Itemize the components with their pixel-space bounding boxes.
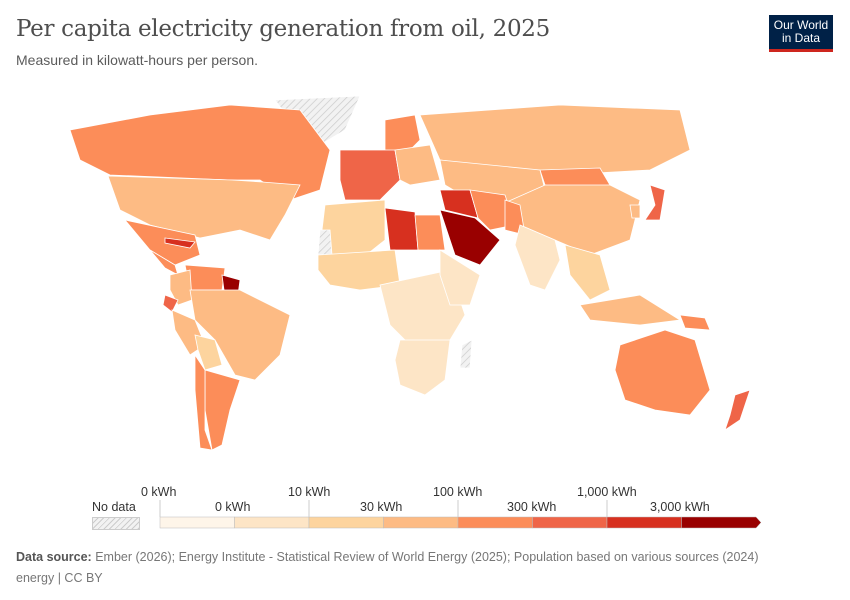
country-australia[interactable] [614,329,711,416]
legend-no-data-label: No data [92,500,136,514]
country-papua-new-guinea[interactable] [679,314,711,331]
country-western-sahara[interactable] [317,229,333,256]
legend-lower-label: 30 kWh [360,500,403,514]
country-argentina[interactable] [204,369,241,451]
legend-bin-7[interactable] [681,516,762,529]
country-india[interactable] [514,224,561,291]
legend-lower-label: 3,000 kWh [650,500,710,514]
country-west-africa[interactable] [317,249,401,291]
chart-subtitle: Measured in kilowatt-hours per person. [16,52,259,68]
country-southeast-asia[interactable] [564,244,611,301]
legend-bin-5[interactable] [532,516,608,529]
legend-upper-label: 10 kWh [288,485,331,499]
country-canada[interactable] [69,104,331,201]
country-korea[interactable] [629,204,641,219]
country-iran[interactable] [469,189,516,231]
country-southern-africa[interactable] [394,339,451,396]
country-east-africa[interactable] [439,249,481,306]
legend-lower-label: 300 kWh [507,500,557,514]
country-cuba[interactable] [164,237,196,249]
country-madagascar[interactable] [459,339,473,369]
country-usa[interactable] [107,175,301,241]
legend-bin-6[interactable] [606,516,682,529]
country-japan[interactable] [644,184,666,221]
legend-color-bar [159,500,762,529]
country-brazil[interactable] [189,289,291,381]
legend: No data 0 kWh 10 kWh 100 kWh 1,000 kWh 0… [0,480,850,530]
legend-bin-0[interactable] [159,516,235,529]
country-eastern-europe[interactable] [394,144,441,186]
country-mexico[interactable] [123,219,201,266]
source-label: Data source: Ember (2026); Energy Instit… [16,550,759,564]
country-indonesia[interactable] [579,294,682,326]
legend-bin-1[interactable] [234,516,310,529]
country-western-europe[interactable] [339,149,401,201]
chart-title: Per capita electricity generation from o… [16,16,550,42]
country-chile[interactable] [194,353,213,451]
owid-logo[interactable]: Our World in Data [769,15,833,52]
country-bolivia[interactable] [194,334,223,371]
license-text: energy | CC BY [16,571,103,585]
country-egypt[interactable] [414,214,446,251]
legend-upper-label: 0 kWh [141,485,177,499]
legend-upper-label: 100 kWh [433,485,483,499]
legend-lower-label: 0 kWh [215,500,251,514]
legend-bin-4[interactable] [457,516,533,529]
legend-no-data-swatch [92,517,140,530]
legend-bin-2[interactable] [308,516,384,529]
country-colombia[interactable] [169,269,193,306]
country-libya[interactable] [384,207,419,251]
world-map [69,95,751,451]
footer: Data source: Ember (2026); Energy Instit… [16,547,759,589]
legend-bin-3[interactable] [383,516,459,529]
country-saudi-arabia[interactable] [439,209,501,266]
legend-upper-label: 1,000 kWh [577,485,637,499]
country-new-zealand[interactable] [724,389,751,431]
